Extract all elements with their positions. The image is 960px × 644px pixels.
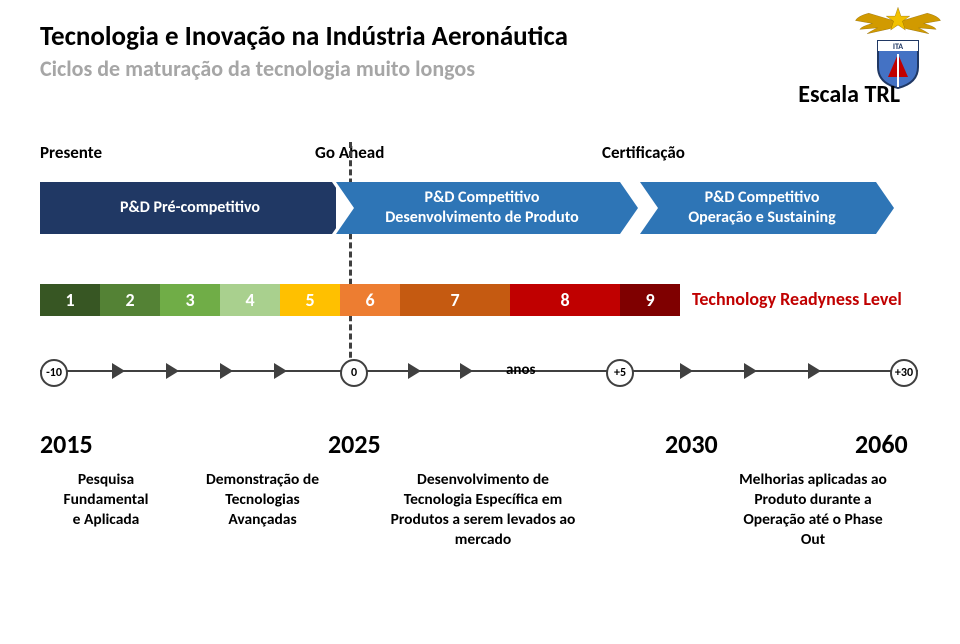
label-presente: Presente (40, 142, 102, 163)
year-label: 2015 (40, 428, 93, 460)
descriptions-row: PesquisaFundamentale AplicadaDemonstraçã… (40, 470, 920, 580)
svg-text:ITA: ITA (893, 42, 903, 52)
ita-logo: ITA (854, 6, 942, 89)
trl-cell-5: 5 (280, 284, 340, 316)
phase-arrow-label: P&D Pré-competitivo (102, 198, 270, 218)
timeline-tick-icon (744, 363, 757, 379)
timeline-marker: -10 (40, 359, 68, 387)
trl-label: Technology Readyness Level (692, 288, 902, 310)
phase-arrow-2: P&D CompetitivoOperação e Sustaining (640, 182, 876, 234)
milestone-labels: Presente Go Ahead Certificação (40, 142, 920, 170)
timeline-marker: +5 (606, 359, 634, 387)
timeline-tick-icon (808, 363, 821, 379)
timeline-marker: +30 (890, 359, 918, 387)
phase-description: Melhorias aplicadas aoProduto durante aO… (710, 470, 916, 551)
years-row: 2015 2025 2030 2060 (40, 428, 920, 462)
phase-description: Desenvolvimento deTecnologia Específica … (358, 470, 608, 551)
phase-arrow-label: P&D CompetitivoOperação e Sustaining (670, 188, 845, 228)
timeline-tick-icon (460, 363, 473, 379)
trl-cell-4: 4 (220, 284, 280, 316)
trl-cell-2: 2 (100, 284, 160, 316)
timeline-tick-icon (112, 363, 125, 379)
phase-arrow-label: P&D CompetitivoDesenvolvimento de Produt… (367, 188, 589, 228)
trl-cell-8: 8 (510, 284, 620, 316)
trl-scale: 123456789 Technology Readyness Level (40, 284, 920, 316)
year-label: 2060 (855, 428, 908, 460)
timeline-tick-icon (408, 363, 421, 379)
timeline-tick-icon (166, 363, 179, 379)
phase-arrow-1: P&D CompetitivoDesenvolvimento de Produt… (336, 182, 620, 234)
trl-cell-1: 1 (40, 284, 100, 316)
page-subtitle: Ciclos de maturação da tecnologia muito … (40, 55, 920, 82)
timeline-tick-icon (274, 363, 287, 379)
trl-cell-9: 9 (620, 284, 680, 316)
timeline-tick-icon (220, 363, 233, 379)
year-label: 2030 (665, 428, 718, 460)
timeline-marker: 0 (340, 359, 368, 387)
phase-description: PesquisaFundamentale Aplicada (40, 470, 172, 530)
go-ahead-dash (349, 142, 352, 376)
year-label: 2025 (328, 428, 381, 460)
page-title: Tecnologia e Inovação na Indústria Aeron… (40, 20, 920, 53)
slide: ITA Tecnologia e Inovação na Indústria A… (0, 0, 960, 644)
phase-description: Demonstração deTecnologiasAvançadas (180, 470, 345, 530)
timeline-tick-icon (680, 363, 693, 379)
timeline-anos: anos (506, 361, 536, 379)
phase-arrow-0: P&D Pré-competitivo (40, 182, 332, 234)
label-certificacao: Certificação (602, 142, 685, 163)
wings-icon (854, 6, 942, 38)
trl-cell-6: 6 (340, 284, 400, 316)
trl-cell-7: 7 (400, 284, 510, 316)
escala-trl-label: Escala TRL (798, 80, 900, 109)
timeline: -10 0 +5 +30 anos (40, 356, 920, 386)
phase-arrows: P&D Pré-competitivo P&D CompetitivoDesenv… (40, 176, 920, 240)
trl-cell-3: 3 (160, 284, 220, 316)
